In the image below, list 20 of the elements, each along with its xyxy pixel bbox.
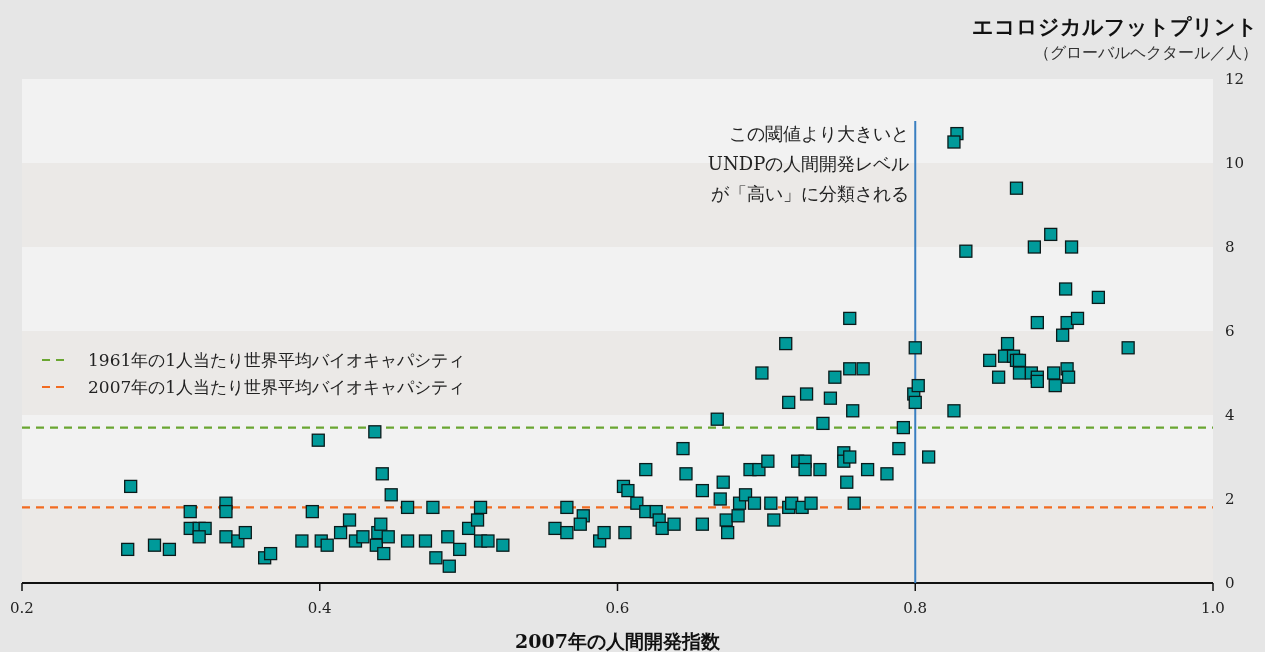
x-tick-label: 0.6 (605, 599, 630, 617)
y-tick-label: 12 (1225, 70, 1245, 88)
annotation: この閾値より大きいと (729, 123, 910, 144)
y-tick-label: 6 (1225, 322, 1235, 340)
chart-title: エコロジカルフットプリント (972, 14, 1258, 39)
y-tick-label: 10 (1225, 154, 1245, 172)
x-tick-label: 0.2 (10, 599, 34, 617)
y-tick-label: 8 (1225, 238, 1235, 256)
x-tick-label: 0.4 (307, 599, 332, 617)
legend-label: 1961年の1人当たり世界平均バイオキャパシティ (88, 350, 466, 370)
x-tick-label: 0.8 (903, 599, 928, 617)
legend-label: 2007年の1人当たり世界平均バイオキャパシティ (88, 377, 466, 397)
y-tick-label: 4 (1225, 406, 1235, 424)
y-tick-label: 0 (1225, 574, 1235, 592)
x-axis-title: 2007年の人間開発指数 (515, 630, 721, 652)
annotation: UNDPの人間開発レベル (707, 153, 910, 174)
x-tick-label: 1.0 (1201, 599, 1225, 617)
y-tick-label: 2 (1225, 490, 1235, 508)
chart-subtitle: （グローバルヘクタール／人） (1034, 43, 1258, 62)
annotation: が「高い」に分類される (711, 183, 910, 204)
